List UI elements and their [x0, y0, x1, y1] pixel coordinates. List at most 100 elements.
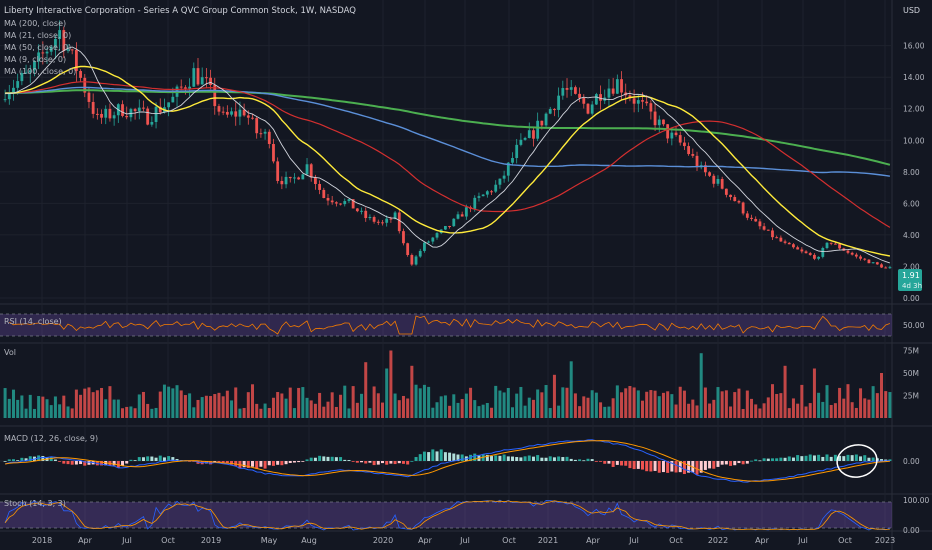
- rsi-line[interactable]: [9, 315, 891, 335]
- candle-body: [733, 197, 737, 202]
- volume-bar: [691, 399, 695, 418]
- macd-histogram-bar: [582, 460, 586, 462]
- stoch-d-line[interactable]: [4, 500, 890, 531]
- candle-body: [771, 230, 774, 238]
- ma50-legend[interactable]: MA (50, close, 0): [4, 43, 71, 52]
- volume-bar: [406, 398, 410, 418]
- candle-body: [628, 95, 632, 99]
- macd-histogram-bar: [422, 451, 426, 461]
- candle-body: [708, 172, 711, 176]
- macd-histogram-bar: [754, 459, 758, 461]
- volume-bar: [196, 399, 200, 418]
- candle-body: [792, 244, 795, 248]
- volume-bar: [410, 365, 414, 418]
- macd-histogram-bar: [699, 461, 703, 473]
- macd-histogram-bar: [360, 461, 364, 463]
- candle-body: [410, 255, 414, 265]
- volume-bar: [460, 399, 464, 418]
- candle-body: [670, 132, 674, 139]
- macd-histogram-bar: [770, 458, 774, 461]
- candle-body: [846, 250, 850, 253]
- macd-histogram-bar: [150, 456, 154, 461]
- macd-histogram-bar: [708, 461, 712, 469]
- candle-body: [557, 95, 561, 110]
- volume-bar: [867, 399, 871, 418]
- candle-body: [833, 243, 837, 245]
- vol-legend[interactable]: Vol: [4, 348, 16, 357]
- series-layer: [3, 20, 892, 531]
- ma200-line[interactable]: [5, 89, 891, 166]
- volume-bar: [590, 390, 594, 418]
- volume-bar: [586, 397, 590, 418]
- candle-body: [561, 88, 565, 96]
- candle-body: [703, 165, 707, 173]
- candle-body: [653, 111, 657, 126]
- highlight-circle-drawing[interactable]: [835, 442, 879, 479]
- ma50-line[interactable]: [5, 81, 891, 228]
- candle-body: [133, 109, 137, 112]
- ma200-legend[interactable]: MA (200, close): [4, 19, 66, 28]
- candle-body: [322, 189, 326, 198]
- macd-histogram-bar: [7, 459, 11, 461]
- candle-body: [662, 119, 665, 125]
- macd-histogram-bar: [657, 461, 661, 473]
- axes-layer: 2018 Apr Jul Oct 2019 May Aug 2020 Apr Jul Oct 2021…: [32, 42, 930, 545]
- macd-histogram-bar: [661, 461, 665, 473]
- macd-histogram-bar: [385, 461, 389, 465]
- ma9-legend[interactable]: MA (9, close, 0): [4, 55, 66, 64]
- macd-signal-line[interactable]: [5, 440, 890, 482]
- volume-bar: [70, 408, 74, 418]
- ma100-line[interactable]: [5, 86, 890, 177]
- volume-bar: [167, 386, 171, 418]
- macd-histogram-bar: [624, 461, 628, 466]
- volume-bar: [750, 398, 754, 418]
- candle-body: [431, 237, 435, 242]
- ma21-legend[interactable]: MA (21, close, 0): [4, 31, 71, 40]
- macd-histogram-bar: [427, 452, 431, 461]
- volume-bar: [829, 404, 833, 418]
- volume-bar: [41, 396, 45, 418]
- candle-body: [280, 180, 284, 185]
- macd-histogram-bar: [318, 455, 322, 461]
- volume-bar: [112, 399, 116, 418]
- volume-bar: [850, 402, 854, 418]
- macd-line[interactable]: [4, 439, 890, 483]
- macd-histogram-bar: [653, 461, 657, 471]
- volume-bar: [527, 397, 531, 418]
- candle-body: [397, 212, 401, 232]
- macd-legend[interactable]: MACD (12, 26, close, 9): [4, 434, 98, 443]
- macd-histogram-bar: [565, 456, 569, 461]
- candle-body: [435, 233, 439, 238]
- stoch-legend[interactable]: Stoch (14, 3, 3): [4, 499, 66, 508]
- macd-histogram-bar: [536, 455, 540, 461]
- macd-histogram-bar: [431, 449, 435, 461]
- candle-body: [473, 197, 477, 209]
- volume-axis-label: 50M: [903, 369, 919, 378]
- ma21-line[interactable]: [5, 65, 891, 257]
- ma9-line[interactable]: [5, 46, 891, 264]
- macd-histogram-bar: [3, 461, 7, 462]
- x-tick-label: Apr: [586, 536, 601, 545]
- macd-histogram-bar: [343, 459, 347, 461]
- currency-label: USD: [903, 6, 920, 15]
- volume-bar: [796, 403, 800, 418]
- candle-body: [16, 81, 20, 88]
- macd-histogram-bar: [548, 456, 552, 461]
- candle-body: [787, 242, 791, 245]
- volume-bar: [657, 396, 661, 418]
- candle-body: [267, 131, 271, 144]
- macd-histogram-bar: [485, 454, 489, 461]
- rsi-legend[interactable]: RSI (14, close): [4, 317, 62, 326]
- macd-histogram-bar: [787, 456, 791, 461]
- volume-bar: [510, 407, 514, 418]
- ma100-legend[interactable]: MA (100, close, 0): [4, 67, 76, 76]
- candle-body: [334, 202, 338, 204]
- candle-body: [716, 178, 720, 184]
- candle-body: [569, 87, 573, 90]
- volume-bar: [670, 394, 674, 418]
- volume-bar: [255, 403, 259, 418]
- candle-body: [477, 196, 481, 198]
- candle-body: [750, 217, 753, 219]
- volume-bar: [603, 406, 607, 418]
